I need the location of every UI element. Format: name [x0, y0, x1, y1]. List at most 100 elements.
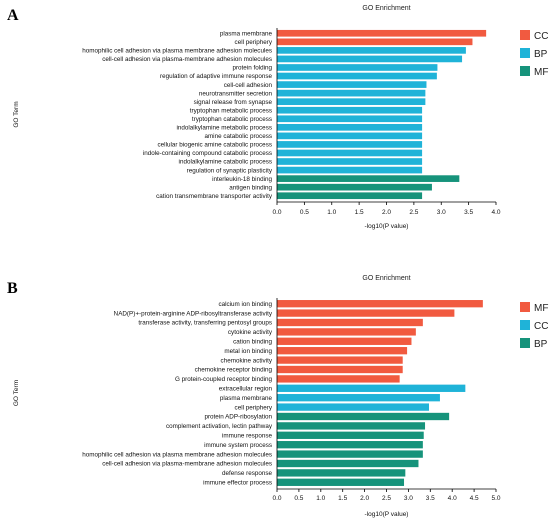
panel-a-chart: GO Enrichment plasma membrane cell periphe…	[13, 5, 548, 230]
bar	[277, 403, 429, 411]
legend-swatch	[520, 66, 530, 76]
bar	[277, 384, 466, 392]
x-tick-label: 0.0	[272, 495, 281, 502]
bar	[277, 158, 423, 165]
x-tick-label: 2.0	[360, 495, 369, 502]
category-label: cell periphery	[235, 404, 273, 411]
bar	[277, 183, 432, 191]
x-axis-label: -log10(P value)	[365, 223, 409, 230]
x-axis-label: -log10(P value)	[365, 511, 409, 518]
bar	[277, 300, 483, 308]
category-label: regulation of adaptive immune response	[160, 73, 273, 80]
category-label: signal release from synapse	[194, 99, 273, 106]
bar	[277, 175, 460, 182]
legend-swatch	[520, 30, 530, 40]
category-label: cation binding	[233, 339, 272, 346]
panel-b-chart: GO Enrichment calcium ion binding NAD(P)+-…	[13, 275, 548, 518]
category-label: calcium ion binding	[218, 301, 272, 308]
legend-label: BP	[534, 49, 548, 60]
category-label: cell-cell adhesion via plasma-membrane a…	[102, 56, 272, 63]
x-tick-label: 1.5	[355, 209, 364, 216]
bar	[277, 64, 438, 71]
bar	[277, 55, 463, 63]
bar	[277, 98, 426, 106]
bar	[277, 394, 440, 402]
bar	[277, 328, 416, 336]
legend-swatch	[520, 338, 530, 348]
x-tick-label: 5.0	[491, 495, 500, 502]
bar	[277, 412, 450, 421]
x-tick-label: 2.0	[382, 209, 391, 216]
x-tick-label: 4.5	[470, 495, 479, 502]
category-label: indolalkylamine metabolic process	[176, 125, 272, 132]
bar	[277, 81, 427, 88]
category-label: plasma membrane	[220, 395, 273, 402]
legend-swatch	[520, 320, 530, 330]
legend-swatch	[520, 302, 530, 312]
category-label: NAD(P)+-protein-arginine ADP-ribosyltran…	[114, 310, 273, 317]
category-label: cellular biogenic amine catabolic proces…	[158, 142, 272, 149]
bar	[277, 337, 412, 345]
category-label: amine catabolic process	[204, 133, 272, 140]
category-label: cation transmembrane transporter activit…	[156, 193, 273, 200]
category-label: homophilic cell adhesion via plasma memb…	[82, 48, 272, 55]
bar	[277, 347, 408, 355]
y-axis-label: GO Term	[13, 380, 20, 406]
x-tick-label: 3.0	[437, 209, 446, 216]
chart-title: GO Enrichment	[362, 5, 410, 12]
category-label: antigen binding	[229, 184, 272, 191]
bar	[277, 431, 424, 439]
category-label: immune effector process	[203, 480, 272, 487]
bar	[277, 192, 423, 200]
x-tick-label: 1.0	[327, 209, 336, 216]
category-label: chemokine activity	[221, 357, 273, 364]
bar	[277, 123, 423, 131]
category-label: protein ADP-ribosylation	[204, 414, 272, 421]
bar	[277, 478, 405, 486]
bar	[277, 422, 426, 430]
category-label: indolalkylamine catabolic process	[179, 159, 272, 166]
bar	[277, 356, 403, 364]
legend-label: CC	[534, 31, 548, 42]
bar	[277, 132, 423, 140]
bar	[277, 450, 423, 458]
category-label: metal ion binding	[224, 348, 272, 355]
bar	[277, 365, 403, 374]
category-label: interleukin-18 binding	[212, 176, 272, 183]
x-tick-label: 4.0	[491, 209, 500, 216]
bar	[277, 441, 423, 449]
panel-a-label: A	[7, 7, 19, 24]
x-tick-label: 4.0	[448, 495, 457, 502]
x-tick-label: 3.0	[404, 495, 413, 502]
category-label: tryptophan metabolic process	[190, 107, 272, 114]
category-label: indole-containing compound catabolic pro…	[143, 150, 272, 157]
bar	[277, 47, 466, 54]
x-tick-label: 3.5	[464, 209, 473, 216]
category-label: defense response	[222, 470, 273, 477]
bar	[277, 166, 423, 174]
category-label: immune response	[222, 433, 273, 440]
category-label: cell-cell adhesion via plasma-membrane a…	[102, 461, 272, 468]
bar	[277, 469, 406, 477]
category-label: protein folding	[232, 65, 272, 72]
bar	[277, 149, 423, 157]
category-label: transferase activity, transferring pento…	[138, 320, 272, 327]
x-tick-label: 2.5	[409, 209, 418, 216]
category-label: cytokine activity	[228, 329, 273, 336]
x-tick-label: 0.0	[272, 209, 281, 216]
category-label: plasma membrane	[220, 30, 273, 37]
bar	[277, 141, 423, 148]
bar	[277, 459, 419, 468]
x-tick-label: 1.0	[316, 495, 325, 502]
category-label: extracellular region	[219, 386, 273, 393]
category-label: G protein-coupled receptor binding	[175, 376, 272, 383]
bar	[277, 72, 437, 80]
bar	[277, 38, 473, 46]
legend-swatch	[520, 48, 530, 58]
category-label: regulation of synaptic plasticity	[187, 167, 273, 174]
y-axis-label: GO Term	[13, 101, 20, 127]
x-tick-label: 2.5	[382, 495, 391, 502]
category-label: homophilic cell adhesion via plasma memb…	[82, 451, 272, 458]
bar	[277, 29, 487, 37]
category-label: immune system process	[204, 442, 272, 449]
